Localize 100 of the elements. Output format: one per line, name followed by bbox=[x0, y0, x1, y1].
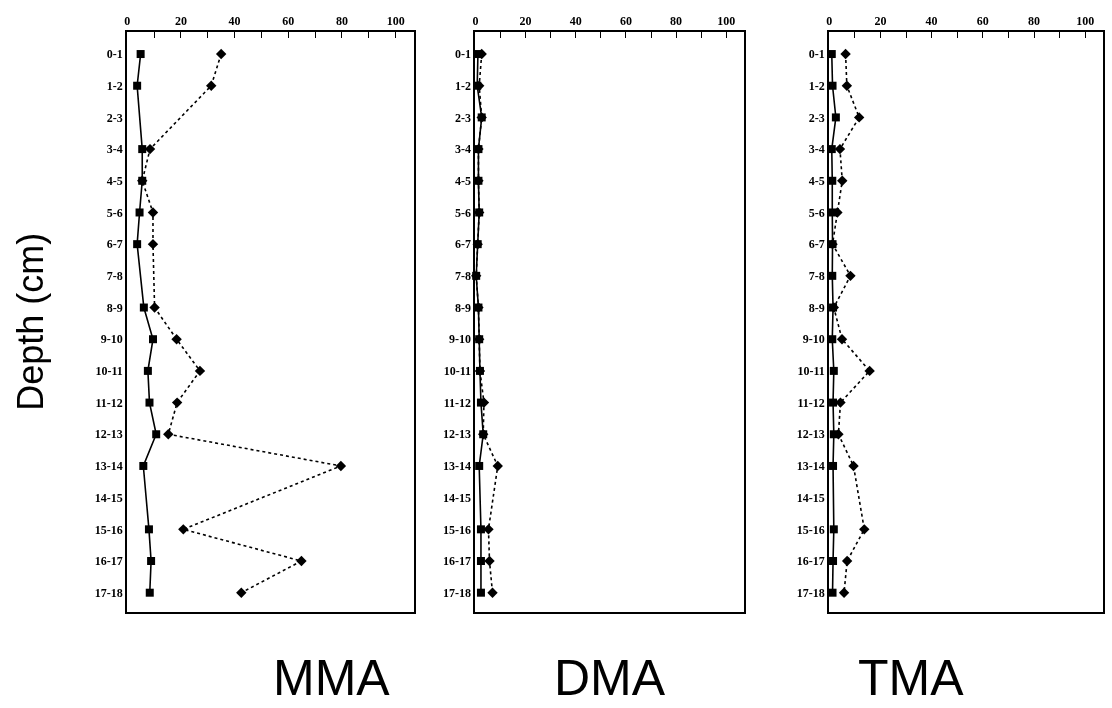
point bbox=[135, 208, 144, 217]
y-tick-label: 12-13 bbox=[796, 427, 825, 442]
y-tick-label: 1-2 bbox=[455, 78, 472, 93]
y-tick-label: 3-4 bbox=[106, 142, 123, 157]
point bbox=[859, 524, 870, 535]
point bbox=[133, 81, 142, 90]
point bbox=[335, 460, 347, 472]
point bbox=[152, 430, 161, 439]
y-tick-label: 9-10 bbox=[802, 332, 825, 347]
text: TMA bbox=[858, 650, 965, 706]
point bbox=[864, 365, 875, 377]
point bbox=[831, 113, 840, 122]
y-tick-label: 1-2 bbox=[106, 78, 123, 93]
y-tick-label: 1-2 bbox=[808, 78, 825, 93]
y-tick-label: 17-18 bbox=[796, 585, 825, 600]
y-tick-label: 5-6 bbox=[808, 205, 825, 220]
point bbox=[163, 429, 174, 440]
y-tick-label: 4-5 bbox=[106, 173, 123, 188]
y-axis-title: Depth (cm) bbox=[10, 232, 52, 411]
point bbox=[829, 461, 838, 470]
point bbox=[476, 557, 485, 566]
y-tick-label: 9-10 bbox=[100, 332, 123, 347]
point bbox=[145, 588, 154, 597]
y-tick-label: 10-11 bbox=[95, 364, 123, 379]
point bbox=[834, 143, 846, 155]
point bbox=[136, 50, 145, 59]
x-tick-label: 0 bbox=[124, 14, 131, 29]
point bbox=[145, 398, 154, 407]
y-tick-label: 5-6 bbox=[106, 205, 123, 220]
point bbox=[836, 334, 848, 345]
y-tick-label: 4-5 bbox=[455, 173, 472, 188]
point bbox=[206, 80, 217, 91]
text: DMA bbox=[554, 650, 666, 706]
y-tick-label: 15-16 bbox=[796, 522, 825, 537]
x-tick-label: 60 bbox=[619, 14, 632, 29]
y-tick-label: 8-9 bbox=[455, 300, 472, 315]
point bbox=[841, 80, 853, 91]
x-tick-label: 80 bbox=[1028, 14, 1041, 29]
x-tick-label: 80 bbox=[335, 14, 348, 29]
point bbox=[492, 460, 503, 472]
point bbox=[487, 587, 498, 598]
y-tick-label: 14-15 bbox=[443, 490, 472, 505]
y-tick-label: 13-14 bbox=[443, 459, 472, 474]
y-tick-label: 12-13 bbox=[94, 427, 123, 442]
x-tick-label: 100 bbox=[386, 14, 405, 29]
point bbox=[848, 460, 859, 472]
y-tick-label: 0-1 bbox=[808, 47, 825, 62]
x-tick-label: 0 bbox=[826, 14, 833, 29]
point bbox=[853, 112, 865, 123]
point bbox=[178, 524, 189, 535]
y-tick-label: 5-6 bbox=[455, 205, 472, 220]
y-tick-label: 12-13 bbox=[443, 427, 472, 442]
point bbox=[148, 335, 157, 344]
y-tick-label: 7-8 bbox=[455, 269, 472, 284]
y-tick-label: 4-5 bbox=[808, 173, 825, 188]
y-tick-label: 11-12 bbox=[797, 395, 825, 410]
y-tick-label: 11-12 bbox=[95, 395, 123, 410]
point bbox=[171, 334, 182, 345]
y-tick-label: 8-9 bbox=[106, 300, 123, 315]
point bbox=[138, 145, 147, 154]
y-tick-label: 2-3 bbox=[808, 110, 825, 125]
point bbox=[829, 557, 838, 566]
x-tick-label: 20 bbox=[174, 14, 187, 29]
point bbox=[841, 555, 853, 567]
y-tick-label: 0-1 bbox=[455, 47, 472, 62]
y-tick-label: 15-16 bbox=[443, 522, 472, 537]
point bbox=[194, 365, 206, 377]
point bbox=[171, 397, 183, 408]
y-tick-label: 16-17 bbox=[94, 554, 123, 569]
x-tick-label: 100 bbox=[717, 14, 736, 29]
x-tick-label: 20 bbox=[874, 14, 887, 29]
x-tick-label: 60 bbox=[282, 14, 295, 29]
point bbox=[139, 461, 148, 470]
y-tick-label: 3-4 bbox=[455, 142, 472, 157]
point bbox=[484, 555, 495, 567]
point bbox=[236, 587, 247, 598]
x-tick-label: 40 bbox=[925, 14, 938, 29]
point bbox=[483, 524, 494, 535]
point bbox=[829, 525, 838, 534]
text: MMA bbox=[273, 650, 391, 706]
y-tick-label: 6-7 bbox=[455, 237, 472, 252]
y-tick-label: 14-15 bbox=[94, 490, 123, 505]
y-tick-label: 8-9 bbox=[808, 300, 825, 315]
point bbox=[133, 240, 142, 249]
point bbox=[845, 270, 856, 282]
point bbox=[829, 366, 838, 375]
point bbox=[828, 81, 837, 90]
point bbox=[840, 48, 851, 60]
point bbox=[476, 588, 485, 597]
point bbox=[475, 461, 484, 470]
y-tick-label: 0-1 bbox=[106, 47, 123, 62]
point bbox=[838, 587, 850, 598]
y-tick-label: 6-7 bbox=[106, 237, 123, 252]
x-tick-label: 80 bbox=[670, 14, 683, 29]
y-tick-label: 2-3 bbox=[106, 110, 123, 125]
y-tick-label: 6-7 bbox=[808, 237, 825, 252]
y-tick-label: 16-17 bbox=[796, 554, 825, 569]
x-tick-label: 100 bbox=[1076, 14, 1095, 29]
y-tick-label: 3-4 bbox=[808, 142, 825, 157]
y-tick-label: 2-3 bbox=[455, 110, 472, 125]
